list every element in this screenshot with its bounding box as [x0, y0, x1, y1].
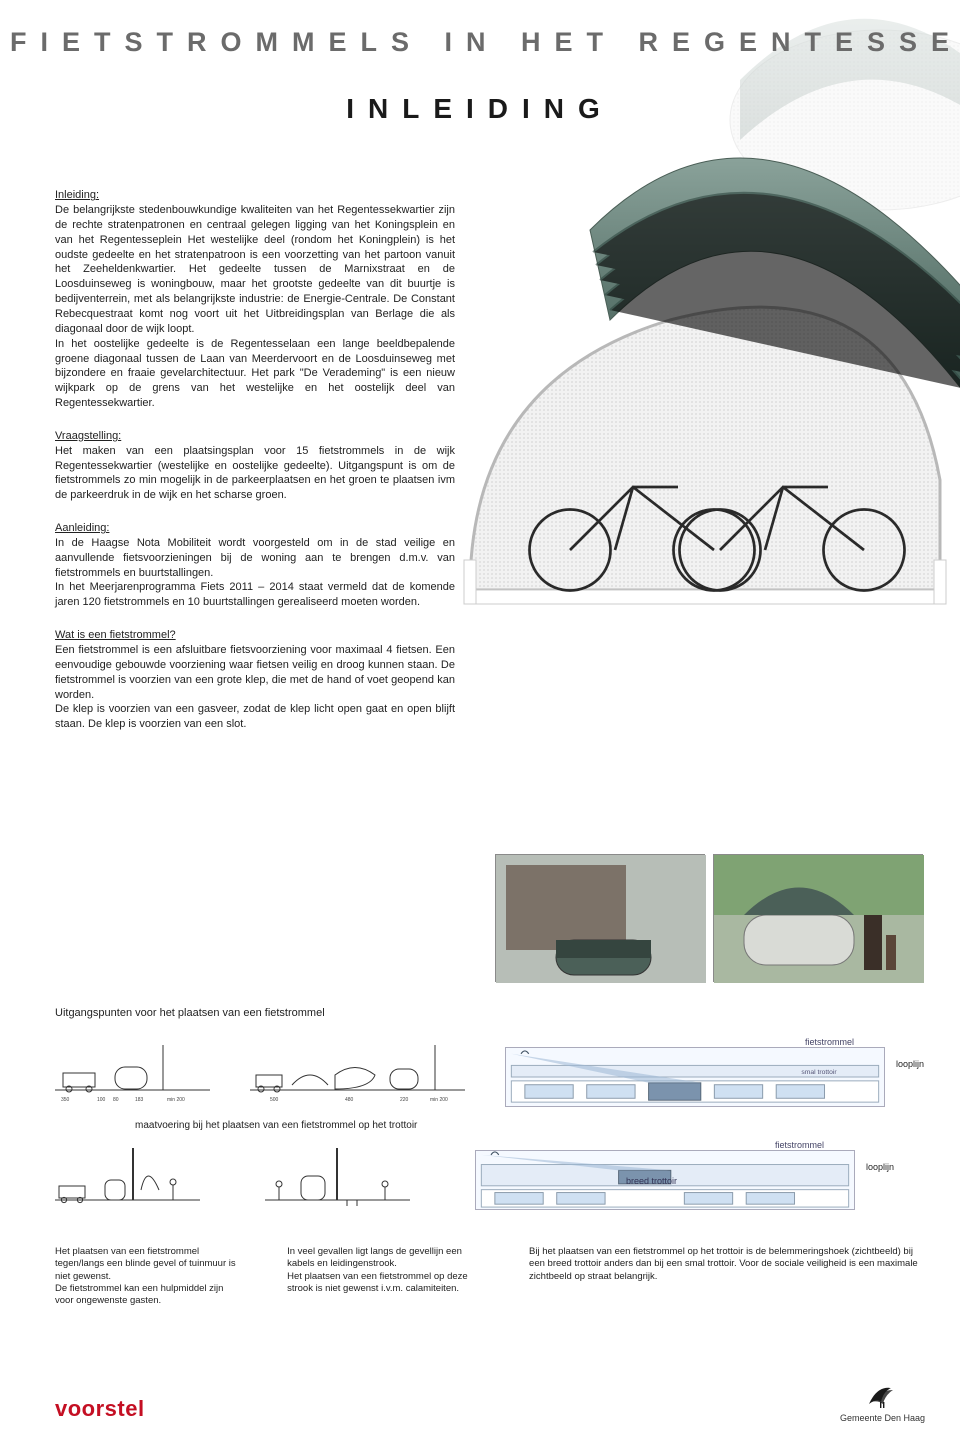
aanleiding-p1: In de Haagse Nota Mobiliteit wordt voorg…: [55, 536, 455, 581]
note-zichtbeeld: Bij het plaatsen van een fietstrommel op…: [529, 1246, 925, 1308]
stork-icon: [863, 1380, 901, 1410]
label-watis: Wat is een fietstrommel?: [55, 629, 176, 641]
svg-text:80: 80: [113, 1097, 119, 1103]
label-inleiding: Inleiding:: [55, 189, 99, 201]
plan-sketch-breed-trottoir: fietstrommel breed trottoir looplijn: [475, 1150, 855, 1210]
inleiding-p1: De belangrijkste stedenbouwkundige kwali…: [55, 203, 455, 337]
section-sketch-wide: 500 480 220 min 200: [250, 1035, 465, 1107]
body-text-column: Inleiding: De belangrijkste stedenbouwku…: [55, 188, 455, 732]
context-photo-2: [713, 854, 923, 982]
svg-text:220: 220: [400, 1097, 409, 1103]
svg-text:480: 480: [345, 1097, 354, 1103]
label-aanleiding: Aanleiding:: [55, 522, 109, 534]
sketch-utility-strip: [265, 1142, 410, 1210]
label-vraag: Vraagstelling:: [55, 430, 121, 442]
context-photo-1: [495, 854, 705, 982]
note-kabels: In veel gevallen ligt langs de gevellijn…: [287, 1246, 485, 1308]
footer-voorstel: voorstel: [55, 1394, 145, 1424]
svg-text:500: 500: [270, 1097, 279, 1103]
watis-p2: De klep is voorzien van een gasveer, zod…: [55, 702, 455, 732]
note-blinde-gevel: Het plaatsen van een fietstrommel tegen/…: [55, 1246, 243, 1308]
aanleiding-p2: In het Meerjarenprogramma Fiets 2011 – 2…: [55, 580, 455, 610]
inleiding-p2: In het oostelijke gedeelte is de Regente…: [55, 337, 455, 411]
svg-text:183: 183: [135, 1097, 144, 1103]
sketch-wall-placement: [55, 1142, 200, 1210]
main-title: FIETSTROMMELS IN HET REGENTESSEKWARTIER: [10, 24, 950, 60]
vraag-p1: Het maken van een plaatsingsplan voor 15…: [55, 444, 455, 503]
svg-text:smal trottoir: smal trottoir: [801, 1069, 837, 1076]
svg-text:100: 100: [97, 1097, 106, 1103]
svg-text:350: 350: [61, 1097, 70, 1103]
diagram-heading: Uitgangspunten voor het plaatsen van een…: [55, 1006, 925, 1021]
caption-maatvoering: maatvoering bij het plaatsen van een fie…: [135, 1119, 925, 1133]
svg-text:min 200: min 200: [167, 1097, 185, 1103]
section-sketch-narrow: 350 100 80 183 min 200: [55, 1035, 210, 1107]
sub-title: INLEIDING: [10, 90, 950, 128]
svg-text:min 200: min 200: [430, 1097, 448, 1103]
watis-p1: Een fietstrommel is een afsluitbare fiet…: [55, 643, 455, 702]
plan-sketch-smal-trottoir: fietstrommel looplijn smal trottoir: [505, 1047, 885, 1107]
footer-gemeente: Gemeente Den Haag: [840, 1380, 925, 1424]
footer-city-label: Gemeente Den Haag: [840, 1413, 925, 1423]
